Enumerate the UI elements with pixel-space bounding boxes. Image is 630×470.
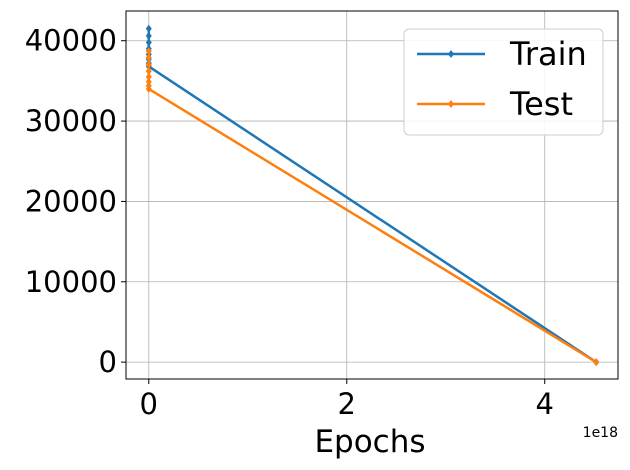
ticks: 0 2 4 0 10000 20000 30000 40000 [25, 24, 554, 421]
x-tick-label: 4 [536, 387, 554, 421]
legend: Train Test [403, 28, 604, 136]
data-point-test [145, 84, 152, 93]
y-tick-label: 0 [99, 345, 117, 379]
data-point-test [145, 67, 152, 76]
data-point-test [145, 53, 152, 62]
series-layer [145, 24, 600, 367]
legend-box [403, 28, 604, 136]
data-point-train [145, 38, 152, 47]
y-tick-label: 10000 [25, 265, 117, 299]
data-point-test [145, 72, 152, 81]
data-point-train [145, 31, 152, 40]
legend-label-train: Train [509, 35, 587, 73]
data-point-test [593, 358, 600, 367]
x-tick-label: 0 [140, 387, 158, 421]
x-axis-label: Epochs [314, 424, 425, 460]
legend-marker-train [448, 50, 454, 58]
y-tick-label: 30000 [25, 104, 117, 138]
y-tick-label: 20000 [25, 184, 117, 218]
plot-frame [125, 10, 619, 380]
legend-marker-test [448, 100, 454, 108]
data-point-test [145, 47, 152, 56]
legend-label-test: Test [509, 85, 573, 123]
x-offset-label: 1e18 [583, 425, 618, 441]
data-point-train [145, 24, 152, 33]
data-point-test [145, 77, 152, 86]
x-tick-label: 2 [338, 387, 356, 421]
data-point-test [145, 60, 152, 69]
y-tick-label: 40000 [25, 24, 117, 58]
